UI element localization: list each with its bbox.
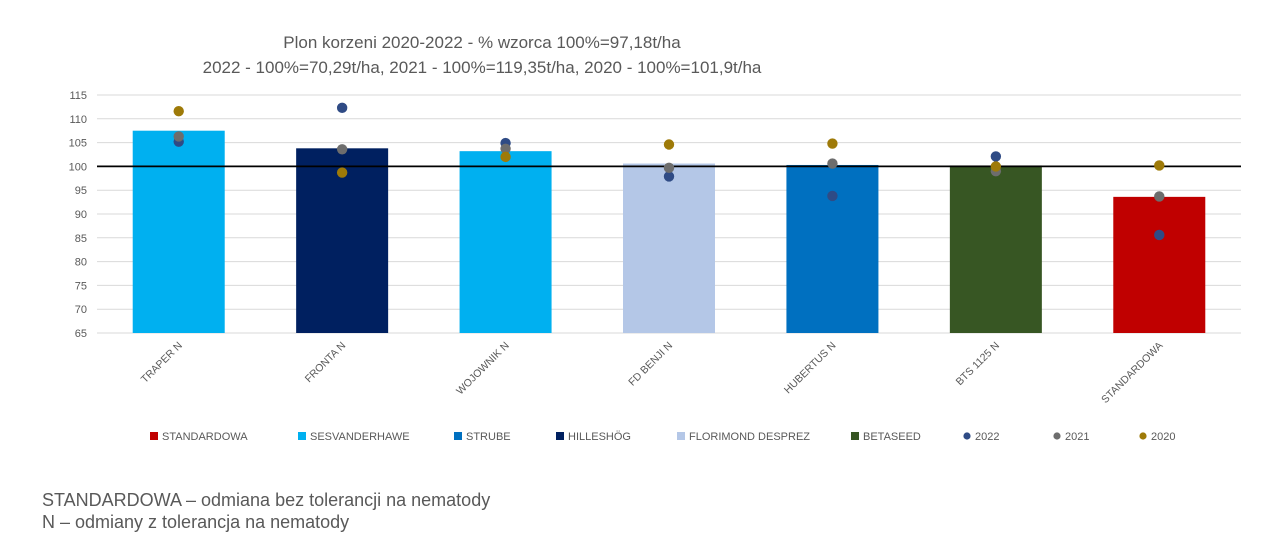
legend-label: STANDARDOWA bbox=[162, 431, 248, 443]
point-2021 bbox=[663, 162, 675, 174]
y-tick-label: 85 bbox=[75, 233, 87, 245]
point-2020 bbox=[990, 161, 1002, 172]
legend-label: BETASEED bbox=[863, 431, 921, 443]
legend-label: 2021 bbox=[1065, 431, 1089, 443]
legend-swatch bbox=[677, 432, 685, 440]
category-label: WOJOWNIK N bbox=[454, 340, 512, 398]
point-2020 bbox=[663, 139, 675, 150]
point-2020 bbox=[1154, 160, 1165, 171]
y-tick-label: 105 bbox=[69, 138, 87, 150]
bar bbox=[623, 163, 715, 333]
y-tick-label: 115 bbox=[69, 90, 87, 102]
legend-marker bbox=[963, 432, 971, 440]
bar bbox=[1113, 196, 1206, 333]
chart-title-line-1: Plon korzeni 2020-2022 - % wzorca 100%=9… bbox=[283, 33, 681, 52]
y-tick-label: 95 bbox=[75, 185, 87, 197]
point-2021 bbox=[827, 158, 838, 169]
point-2022 bbox=[990, 151, 1002, 162]
bar bbox=[296, 148, 389, 333]
legend-label: FLORIMOND DESPREZ bbox=[689, 431, 810, 443]
chart-title: Plon korzeni 2020-2022 - % wzorca 100%=9… bbox=[203, 33, 762, 77]
point-2020 bbox=[500, 151, 511, 163]
legend-marker bbox=[1139, 432, 1147, 440]
legend-label: 2020 bbox=[1151, 431, 1175, 443]
data-points bbox=[173, 102, 1165, 241]
point-2020 bbox=[173, 105, 184, 117]
legend: STANDARDOWA SESVANDERHAWE STRUBE HILLESHÖG F… bbox=[150, 431, 1175, 443]
legend-label: HILLESHÖG bbox=[568, 431, 631, 443]
point-2021 bbox=[1154, 191, 1165, 202]
x-axis-labels: TRAPER N FRONTA N WOJOWNIK N FD BENJI N HUBE… bbox=[139, 340, 1166, 406]
point-2021 bbox=[500, 143, 511, 154]
footnote-tolerant: N – odmiany z tolerancja na nematody bbox=[42, 512, 350, 532]
y-tick-label: 70 bbox=[75, 304, 87, 316]
legend-swatch bbox=[298, 432, 306, 440]
category-label: STANDARDOWA bbox=[1099, 340, 1165, 406]
point-2022 bbox=[336, 102, 348, 114]
point-2022 bbox=[827, 190, 838, 202]
category-label: HUBERTUS N bbox=[782, 340, 839, 397]
category-label: FRONTA N bbox=[303, 340, 348, 385]
point-2020 bbox=[827, 138, 838, 149]
y-axis-ticks: 65 70 75 80 85 90 95 100 105 110 115 bbox=[69, 90, 87, 340]
bar bbox=[459, 151, 552, 333]
y-tick-label: 90 bbox=[75, 209, 87, 221]
legend-swatch bbox=[454, 432, 462, 440]
legend-swatch bbox=[150, 432, 158, 440]
point-2022 bbox=[663, 171, 675, 182]
point-2021 bbox=[173, 131, 184, 142]
bar bbox=[786, 164, 879, 333]
legend-label: SESVANDERHAWE bbox=[310, 431, 410, 443]
chart-title-line-2: 2022 - 100%=70,29t/ha, 2021 - 100%=119,3… bbox=[203, 58, 762, 77]
y-tick-label: 110 bbox=[69, 114, 87, 126]
y-tick-label: 100 bbox=[69, 161, 87, 173]
y-tick-label: 65 bbox=[75, 328, 87, 340]
y-tick-label: 80 bbox=[75, 257, 87, 269]
category-label: FD BENJI N bbox=[626, 340, 675, 389]
footnote-standard: STANDARDOWA – odmiana bez tolerancji na … bbox=[42, 490, 491, 510]
bars bbox=[132, 130, 1206, 333]
legend-swatch bbox=[851, 432, 859, 440]
category-label: TRAPER N bbox=[139, 340, 185, 386]
point-2020 bbox=[336, 167, 348, 178]
chart: Plon korzeni 2020-2022 - % wzorca 100%=9… bbox=[69, 33, 1241, 443]
legend-swatch bbox=[556, 432, 564, 440]
category-label: BTS 1125 N bbox=[954, 340, 1002, 388]
legend-label: STRUBE bbox=[466, 431, 511, 443]
y-tick-label: 75 bbox=[75, 280, 87, 292]
bar bbox=[949, 165, 1042, 333]
footnotes: STANDARDOWA – odmiana bez tolerancji na … bbox=[42, 489, 490, 533]
legend-label: 2022 bbox=[975, 431, 999, 443]
point-2021 bbox=[336, 144, 348, 155]
point-2022 bbox=[1154, 229, 1165, 241]
bar bbox=[132, 130, 225, 333]
legend-marker bbox=[1053, 432, 1061, 440]
